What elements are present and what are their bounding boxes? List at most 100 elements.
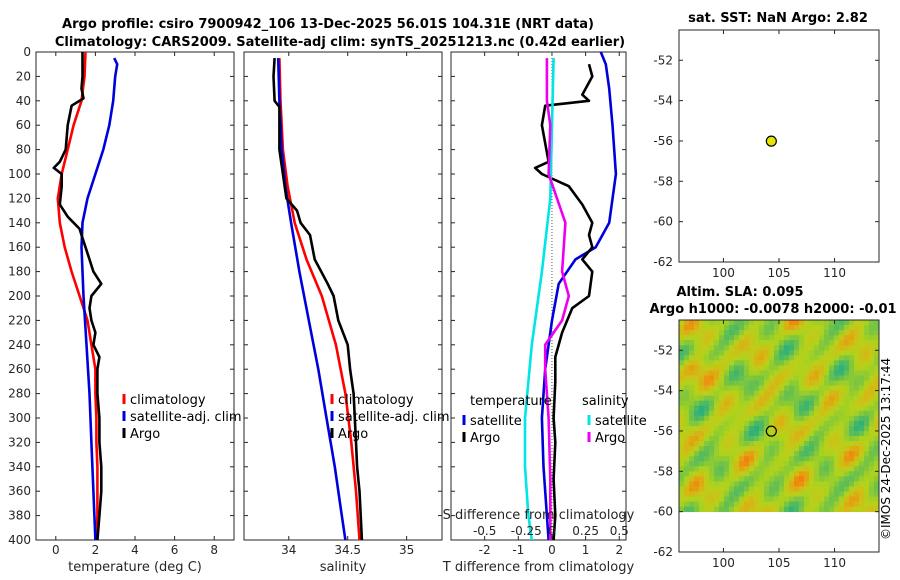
heatmap-cell xyxy=(744,335,750,341)
heatmap-cell xyxy=(724,415,730,422)
heatmap-cell xyxy=(789,456,795,462)
heatmap-cell xyxy=(814,486,820,492)
heatmap-cell xyxy=(694,471,700,477)
heatmap-cell xyxy=(784,436,790,442)
heatmap-cell xyxy=(849,335,855,341)
heatmap-cell xyxy=(679,506,685,513)
heatmap-cell xyxy=(729,420,735,427)
heatmap-cell xyxy=(749,400,755,407)
heatmap-cell xyxy=(859,476,865,482)
heatmap-cell xyxy=(864,370,870,376)
heatmap-cell xyxy=(809,506,815,513)
heatmap-cell xyxy=(844,471,850,477)
y-tick-label: 220 xyxy=(8,313,31,327)
heatmap-cell xyxy=(694,345,700,351)
title-line-1: Argo profile: csiro 7900942_106 13-Dec-2… xyxy=(62,17,594,32)
y-tick-label: 240 xyxy=(8,338,31,352)
heatmap-cell xyxy=(704,320,710,326)
heatmap-cell xyxy=(719,471,725,477)
heatmap-cell xyxy=(864,410,870,417)
heatmap-cell xyxy=(859,425,865,432)
heatmap-cell xyxy=(864,390,870,397)
heatmap-cell xyxy=(679,360,685,366)
heatmap-cell xyxy=(844,436,850,442)
heatmap-cell xyxy=(749,456,755,462)
heatmap-cell xyxy=(734,456,740,462)
heatmap-cell xyxy=(714,446,720,452)
heatmap-cell xyxy=(824,496,830,502)
heatmap-cell xyxy=(729,471,735,477)
heatmap-cell xyxy=(814,370,820,376)
heatmap-cell xyxy=(874,506,880,513)
heatmap-cell xyxy=(704,400,710,407)
heatmap-cell xyxy=(684,395,690,402)
heatmap-cell xyxy=(814,471,820,477)
heatmap-cell xyxy=(794,461,800,467)
heatmap-cell xyxy=(814,340,820,346)
heatmap-cell xyxy=(824,375,830,381)
heatmap-cell xyxy=(869,456,875,462)
heatmap-cell xyxy=(869,506,875,513)
heatmap-cell xyxy=(759,446,765,452)
heatmap-cell xyxy=(754,501,760,508)
heatmap-cell xyxy=(719,415,725,422)
heatmap-cell xyxy=(859,400,865,407)
heatmap-cell xyxy=(734,466,740,472)
heatmap-cell xyxy=(769,395,775,402)
heatmap-cell xyxy=(874,466,880,472)
heatmap-cell xyxy=(834,365,840,371)
heatmap-cell xyxy=(839,395,845,402)
heatmap-cell xyxy=(859,466,865,472)
heatmap-cell xyxy=(799,430,805,437)
heatmap-cell xyxy=(819,491,825,497)
y-tick-label: 340 xyxy=(8,460,31,474)
y-tick-label: -52 xyxy=(653,53,673,67)
heatmap-cell xyxy=(769,390,775,397)
heatmap-cell xyxy=(794,390,800,397)
heatmap-cell xyxy=(729,345,735,351)
heatmap-cell xyxy=(709,355,715,361)
heatmap-cell xyxy=(819,430,825,437)
heatmap-cell xyxy=(729,410,735,417)
heatmap-cell xyxy=(709,375,715,381)
heatmap-cell xyxy=(789,360,795,366)
heatmap-cell xyxy=(869,335,875,341)
heatmap-cell xyxy=(784,481,790,487)
heatmap-cell xyxy=(814,380,820,386)
heatmap-cell xyxy=(714,365,720,371)
heatmap-cell xyxy=(864,360,870,366)
series-line-argo xyxy=(272,58,364,541)
heatmap-cell xyxy=(769,340,775,346)
heatmap-cell xyxy=(739,340,745,346)
heatmap-cell xyxy=(734,476,740,482)
heatmap-cell xyxy=(759,395,765,402)
heatmap-cell xyxy=(714,335,720,341)
heatmap-cell xyxy=(729,355,735,361)
heatmap-cell xyxy=(699,436,705,442)
heatmap-cell xyxy=(849,350,855,356)
heatmap-cell xyxy=(804,335,810,341)
heatmap-cell xyxy=(704,501,710,508)
heatmap-cell xyxy=(789,436,795,442)
heatmap-cell xyxy=(874,420,880,427)
heatmap-cell xyxy=(719,375,725,381)
heatmap-cell xyxy=(689,365,695,371)
heatmap-cell xyxy=(684,451,690,457)
heatmap-cell xyxy=(734,501,740,508)
heatmap-cell xyxy=(709,436,715,442)
heatmap-cell xyxy=(759,345,765,351)
heatmap-cell xyxy=(774,355,780,361)
heatmap-cell xyxy=(834,481,840,487)
heatmap-cell xyxy=(874,365,880,371)
heatmap-cell xyxy=(869,461,875,467)
heatmap-cell xyxy=(754,506,760,513)
temperature-panel: 0204060801001201401601802002202402602803… xyxy=(8,45,242,575)
heatmap-cell xyxy=(829,400,835,407)
heatmap-cell xyxy=(724,496,730,502)
heatmap-cell xyxy=(844,446,850,452)
heatmap-cell xyxy=(704,466,710,472)
heatmap-cell xyxy=(814,385,820,392)
y-tick-label: 180 xyxy=(8,265,31,279)
heatmap-cell xyxy=(784,385,790,392)
heatmap-cell xyxy=(799,340,805,346)
